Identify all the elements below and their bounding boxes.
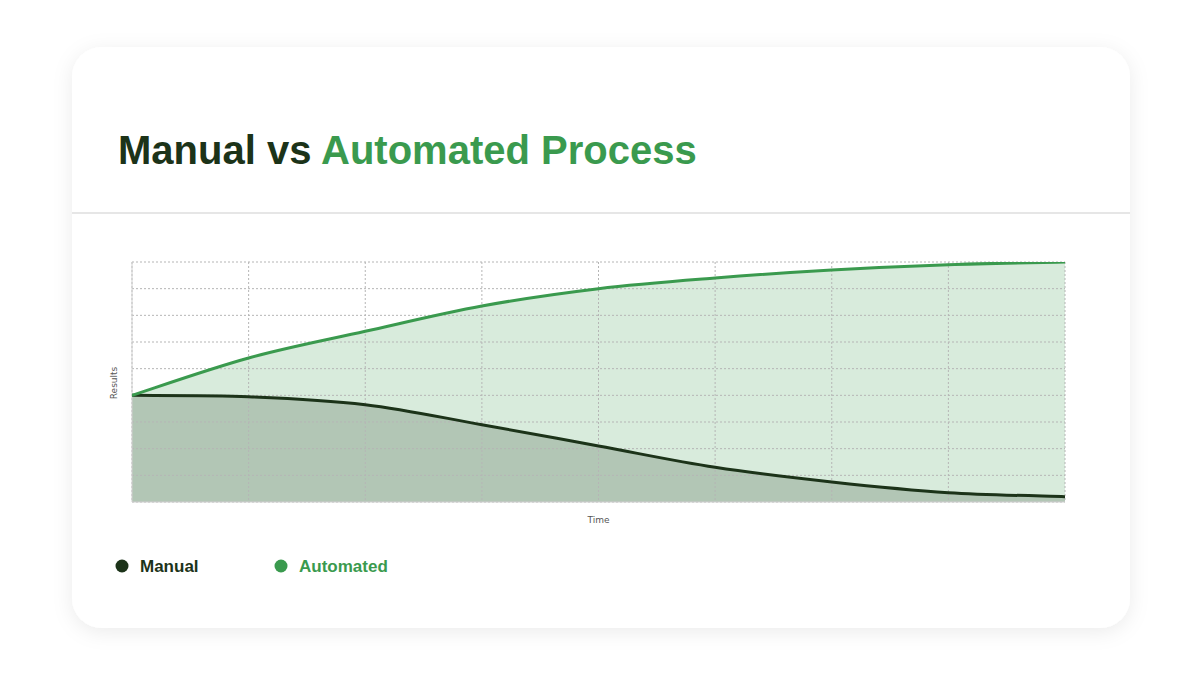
y-axis [132, 262, 133, 502]
grid-line [132, 262, 1065, 263]
grid-line [481, 262, 482, 502]
grid-line [132, 502, 1065, 503]
area [132, 262, 1065, 502]
y-axis-label: Results [109, 366, 119, 399]
chart: Manual vs Automated Process Time Results Ma… [0, 0, 1200, 675]
grid-line [365, 262, 366, 502]
grid-line [1065, 262, 1066, 502]
grid-line [132, 315, 1065, 316]
x-axis-label: Time [586, 515, 609, 525]
grid-line [132, 395, 1065, 396]
lines [132, 262, 1065, 497]
legend-marker [116, 560, 129, 573]
grid-line [132, 448, 1065, 449]
grid-line [132, 475, 1065, 476]
card [72, 47, 1130, 628]
grid-line [132, 262, 133, 502]
grid-line [831, 262, 832, 502]
plot-area [132, 262, 1065, 502]
title-part: Manual vs [118, 128, 321, 172]
separator [72, 212, 1130, 214]
legend: Manual Automated [116, 557, 388, 576]
grid-line [948, 262, 949, 502]
legend-label: Manual [140, 557, 199, 576]
line [132, 262, 1065, 395]
legend-marker [275, 560, 288, 573]
grid [132, 262, 1065, 502]
x-axis [132, 502, 1065, 503]
grid-line [248, 262, 249, 502]
grid-line [132, 422, 1065, 423]
line [132, 395, 1065, 496]
grid-line [132, 368, 1065, 369]
title: Manual vs Automated Process [118, 128, 697, 172]
grid-line [132, 342, 1065, 343]
legend-label: Automated [299, 557, 388, 576]
title-part: Automated Process [321, 128, 697, 172]
grid-line [598, 262, 599, 502]
